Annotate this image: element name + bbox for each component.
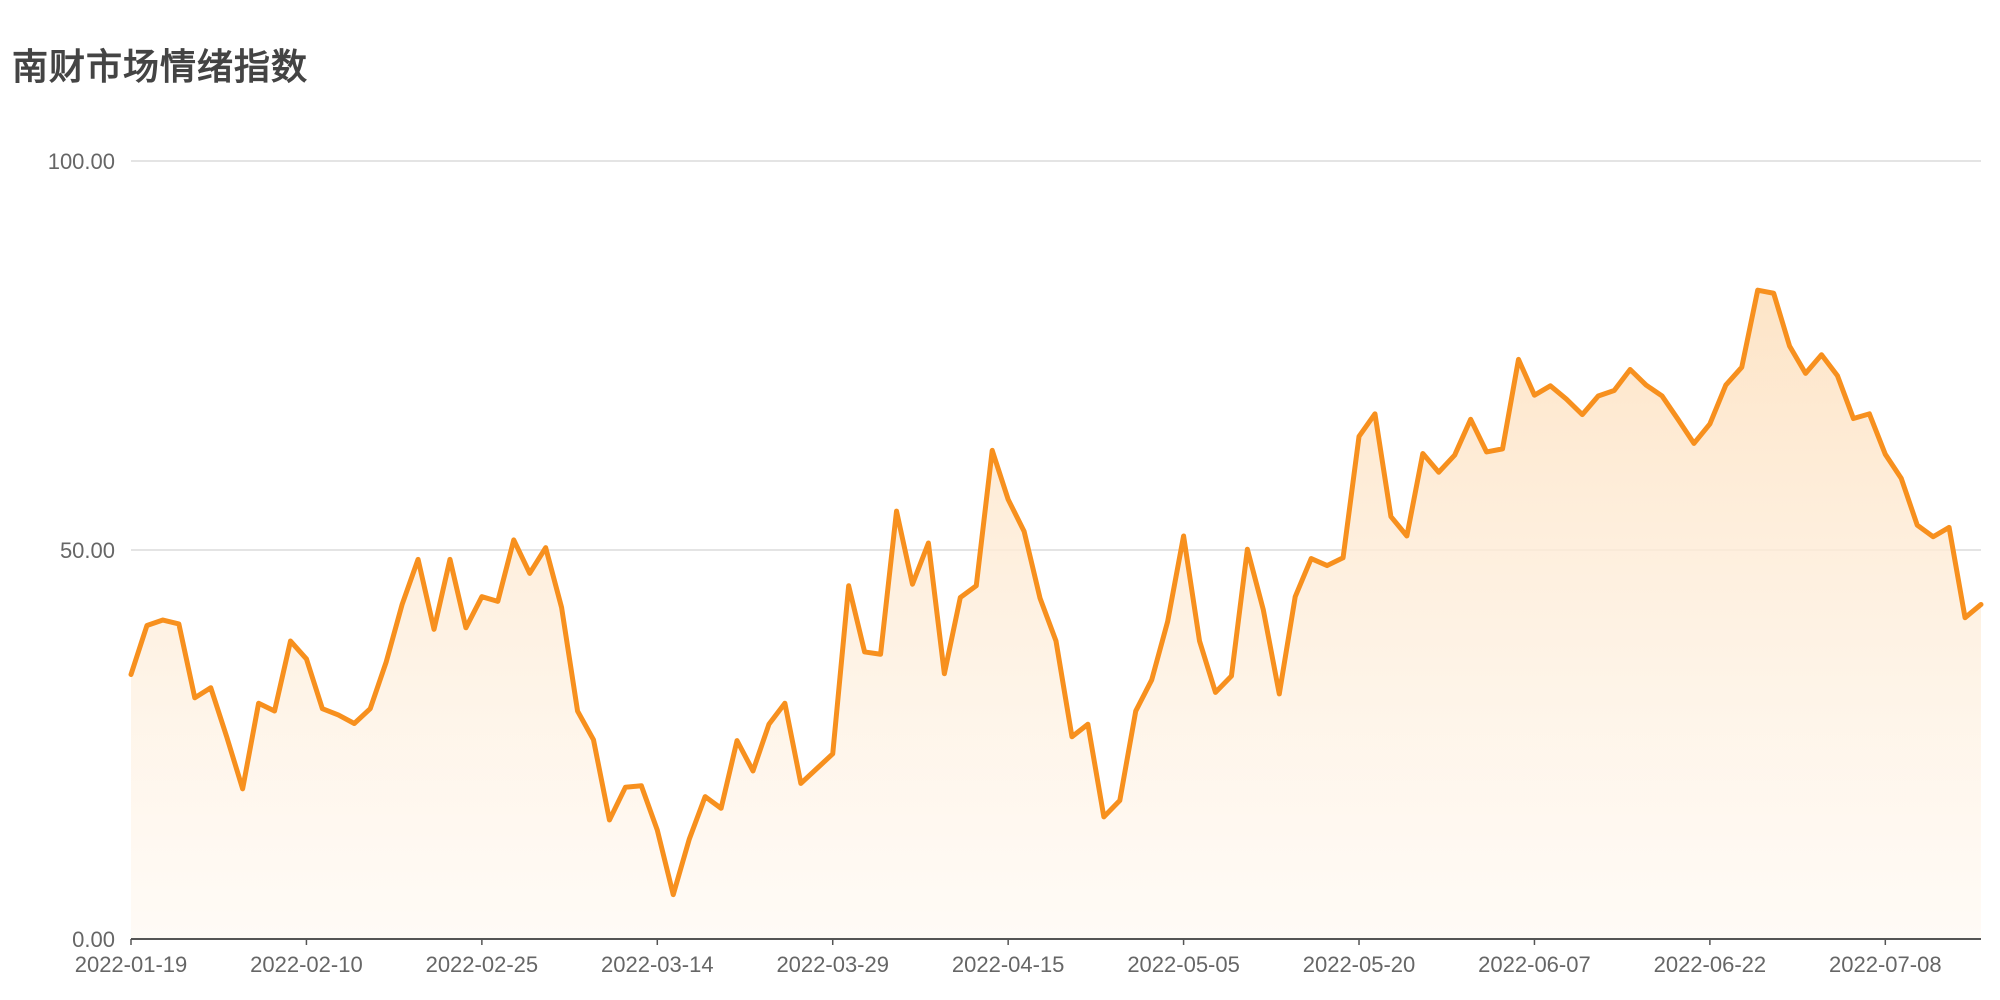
x-axis-labels: 2022-01-19 2022-02-10 2022-02-25 2022-03-14… [75, 952, 1942, 977]
x-tick-label: 2022-05-20 [1303, 952, 1416, 977]
x-tick-label: 2022-06-22 [1654, 952, 1767, 977]
area-fill [131, 290, 1981, 939]
y-tick-label: 50.00 [60, 538, 115, 563]
y-tick-label: 0.00 [72, 927, 115, 952]
x-tick-label: 2022-04-15 [952, 952, 1065, 977]
x-tick-label: 2022-06-07 [1478, 952, 1591, 977]
x-tick-label: 2022-03-29 [776, 952, 889, 977]
series-line [128, 287, 1984, 898]
series-area [131, 290, 1981, 939]
y-tick-label: 100.00 [48, 149, 115, 174]
y-axis-labels: 0.00 50.00 100.00 [48, 149, 115, 952]
x-tick-label: 2022-07-08 [1829, 952, 1942, 977]
x-tick-label: 2022-03-14 [601, 952, 714, 977]
x-tick-label: 2022-02-25 [426, 952, 539, 977]
chart-title: 南财市场情绪指数 [12, 47, 309, 88]
x-tick-label: 2022-02-10 [250, 952, 363, 977]
series-line-path [128, 287, 1984, 898]
x-axis [130, 938, 1981, 945]
x-tick-label: 2022-01-19 [75, 952, 188, 977]
x-tick-label: 2022-05-05 [1127, 952, 1240, 977]
